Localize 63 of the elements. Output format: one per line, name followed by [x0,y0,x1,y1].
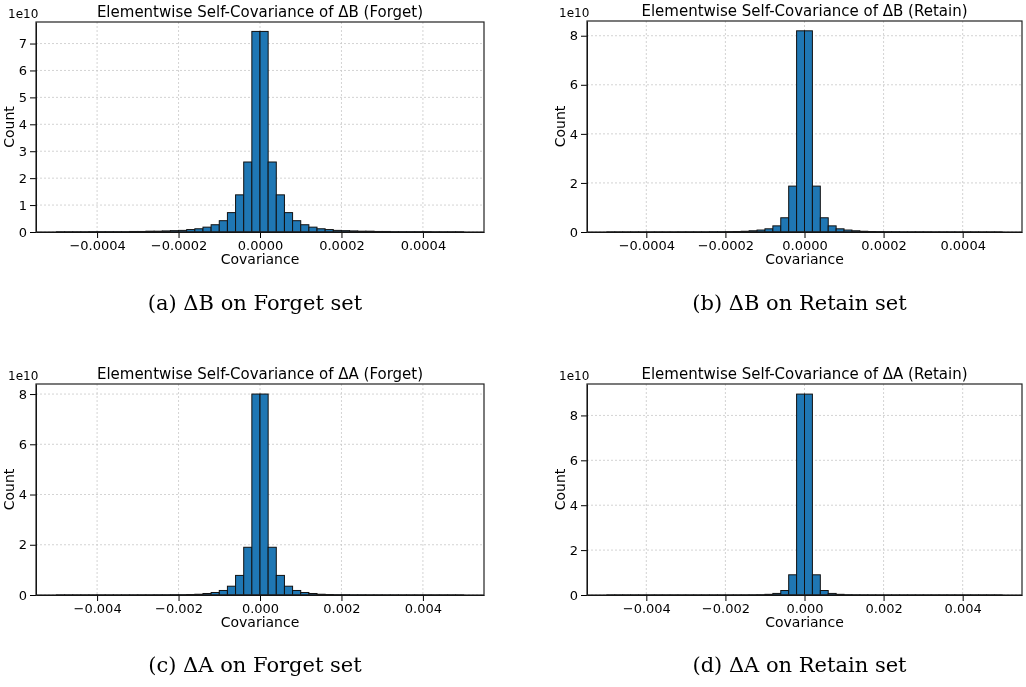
x-tick-label: 0.004 [944,601,982,617]
chart-title: Elementwise Self-Covariance of ΔA (Retain) [641,365,968,383]
y-tick-label: 0 [18,587,27,603]
x-axis-title: Covariance [220,614,300,630]
x-tick-label: 0.0002 [319,238,365,254]
y-tick-label: 7 [18,36,27,52]
text: (d) ΔA on Retain set [692,653,908,677]
chart-title: Elementwise Self-Covariance of ΔB (Forget) [96,3,424,21]
chart-title: Elementwise Self-Covariance of ΔB (Retain) [641,2,968,20]
y-tick-label: 0 [569,587,578,603]
y-tick-label: 2 [569,542,578,558]
y-tick-label: 6 [569,77,578,93]
y-tick-label: 1 [18,197,27,213]
y-tick-label: 8 [569,408,578,424]
y-tick-label: 3 [18,143,27,159]
y-axis-title: Count [1,468,17,511]
x-tick-label: −0.002 [701,601,750,617]
x-tick-label: −0.0002 [150,238,208,254]
x-tick-label: −0.004 [622,601,671,617]
text: 1e10 [8,7,39,21]
y-tick-label: 4 [569,497,578,513]
x-tick-label: 0.000 [786,601,824,617]
x-axis-title: Covariance [220,251,300,267]
x-tick-label: 0.0000 [237,238,284,254]
x-tick-label: 0.0004 [940,238,986,254]
x-axis-title: Covariance [765,614,844,630]
x-tick-label: 0.002 [323,601,361,617]
y-tick-label: 8 [18,386,27,402]
x-tick-label: 0.002 [865,601,903,617]
x-tick-label: −0.0004 [69,238,126,254]
y-tick-label: 4 [18,487,27,503]
x-axis-title: Covariance [765,251,844,267]
x-tick-label: −0.002 [154,601,204,617]
y-tick-label: 0 [18,224,27,240]
y-tick-label: 6 [18,436,27,452]
x-tick-label: −0.0002 [697,238,755,254]
text: (c) ΔA on Forget set [148,653,363,677]
y-tick-label: 2 [18,537,27,553]
y-tick-label: 4 [18,116,27,132]
y-axis-title: Count [552,105,568,148]
y-axis-title: Count [1,105,17,148]
y-tick-label: 4 [569,126,578,142]
y-tick-label: 5 [18,90,27,106]
y-axis-title: Count [552,468,568,511]
x-tick-label: −0.0004 [618,238,676,254]
x-tick-label: 0.000 [241,601,280,617]
y-tick-label: 2 [18,170,27,186]
text: 1e10 [559,6,590,20]
y-tick-label: 2 [569,175,578,191]
y-tick-label: 6 [569,452,578,468]
text: (b) ΔB on Retain set [692,291,908,315]
text: 1e10 [559,369,590,383]
y-tick-label: 0 [569,224,578,240]
x-tick-label: 0.0000 [782,238,828,254]
x-tick-label: 0.004 [404,601,443,617]
x-tick-label: 0.0004 [400,238,447,254]
x-tick-label: −0.004 [73,601,122,617]
text: 1e10 [8,369,39,383]
x-tick-label: 0.0002 [861,238,907,254]
chart-title: Elementwise Self-Covariance of ΔA (Forget) [96,365,424,383]
y-tick-label: 8 [569,28,578,44]
text: (a) ΔB on Forget set [147,291,363,315]
y-tick-label: 6 [18,63,27,79]
